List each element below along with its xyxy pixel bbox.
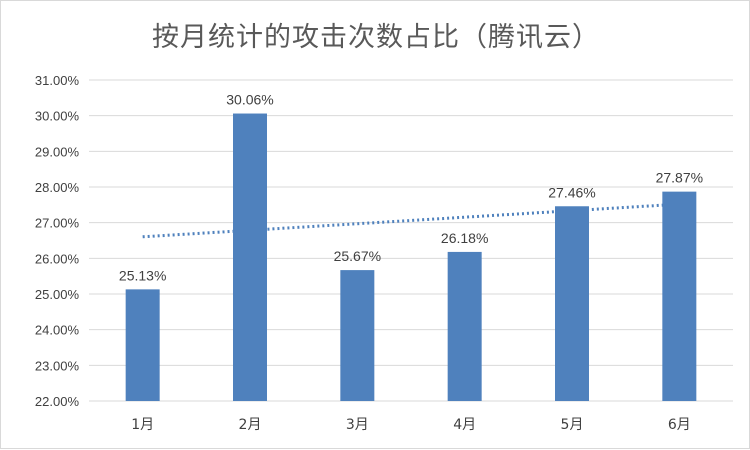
bar — [340, 270, 375, 401]
bar — [447, 251, 482, 401]
data-label: 26.18% — [441, 230, 488, 246]
data-label: 27.87% — [656, 170, 703, 186]
y-tick-label: 26.00% — [35, 251, 80, 266]
y-tick-label: 31.00% — [35, 73, 80, 88]
x-category-label: 3月 — [346, 417, 369, 433]
x-category-label: 2月 — [239, 417, 262, 433]
y-tick-label: 28.00% — [35, 180, 80, 195]
y-axis-ticks: 22.00% 23.00% 24.00% 25.00% 26.00% 27.00% 28.0… — [35, 73, 80, 409]
data-label: 25.67% — [334, 248, 381, 264]
data-label: 30.06% — [226, 92, 273, 108]
trendline — [142, 202, 680, 239]
y-tick-label: 29.00% — [35, 144, 80, 159]
y-tick-label: 23.00% — [35, 358, 80, 373]
y-tick-label: 24.00% — [35, 323, 80, 338]
data-label: 27.46% — [548, 184, 595, 200]
y-tick-label: 27.00% — [35, 216, 80, 231]
y-tick-label: 25.00% — [35, 287, 80, 302]
data-label: 25.13% — [119, 267, 166, 283]
x-category-label: 1月 — [131, 417, 154, 433]
trendline-layer — [142, 202, 680, 239]
bar — [125, 289, 160, 401]
bar — [662, 191, 697, 401]
data-labels: 25.13% 30.06% 25.67% 26.18% 27.46% 27.87% — [119, 92, 703, 284]
y-tick-label: 30.00% — [35, 109, 80, 124]
bar — [555, 206, 589, 401]
x-category-label: 4月 — [453, 417, 476, 433]
bars — [125, 113, 697, 401]
y-tick-label: 22.00% — [35, 394, 80, 409]
x-category-label: 5月 — [561, 417, 584, 433]
bar — [233, 113, 267, 401]
chart-title: 按月统计的攻击次数占比（腾讯云） — [152, 22, 600, 53]
gridlines — [89, 79, 733, 402]
x-category-label: 6月 — [668, 417, 691, 433]
x-axis-categories: 1月 2月 3月 4月 5月 6月 — [131, 417, 691, 433]
